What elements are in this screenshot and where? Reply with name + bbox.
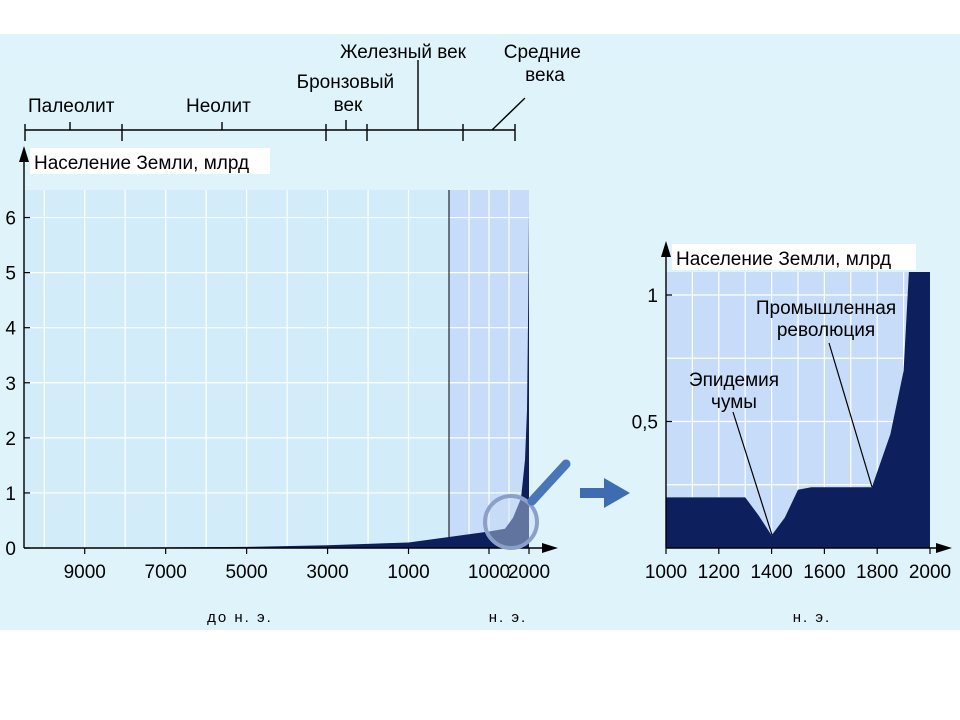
- x-tick-label: 2000: [909, 562, 951, 583]
- era-label-bronze: Бронзовый век: [297, 72, 400, 116]
- y-tick-label: 0: [5, 539, 16, 560]
- zoom-chart-y-arrow: [661, 241, 671, 257]
- main-chart-section-ce: н. э.: [489, 609, 527, 626]
- era-label-iron: Железный век: [340, 42, 467, 63]
- x-tick-label: 1000: [468, 562, 510, 583]
- zoom-chart-x-arrow: [936, 543, 952, 553]
- x-tick-label: 2000: [508, 562, 550, 583]
- x-tick-label: 5000: [225, 562, 267, 583]
- y-tick-label: 6: [5, 209, 16, 230]
- y-tick-label: 3: [5, 374, 16, 395]
- y-tick-label: 5: [5, 264, 16, 285]
- zoom-chart-section-ce: н. э.: [793, 609, 831, 626]
- era-label-bronze-line2: век: [334, 95, 363, 116]
- zoom-chart-ylabel-background: [672, 244, 916, 270]
- era-label-neolithic: Неолит: [186, 96, 251, 117]
- zoom-chart-x-ticks: 1000 1200 1400 1600 1800 2000: [645, 548, 951, 583]
- y-tick-label: 2: [5, 429, 16, 450]
- x-tick-label: 3000: [306, 562, 348, 583]
- era-timeline: [24, 60, 526, 141]
- y-tick-label: 4: [5, 319, 16, 340]
- main-chart-grid: [24, 190, 529, 548]
- annotation-leader-line: [828, 342, 873, 488]
- y-tick-label: 1: [647, 286, 658, 307]
- y-tick-label: 1: [5, 484, 16, 505]
- main-chart-y-arrow: [19, 146, 29, 162]
- x-tick-label: 1000: [387, 562, 429, 583]
- era-label-middle-ages: Средние века: [504, 42, 586, 86]
- era-label-middle-ages-line1: Средние: [504, 42, 581, 63]
- zoom-chart-ylabel: Население Земли, млрд: [676, 249, 891, 270]
- era-label-bronze-line1: Бронзовый: [297, 72, 395, 93]
- y-tick-label: 0,5: [632, 413, 658, 434]
- x-tick-label: 1000: [645, 562, 687, 583]
- x-tick-label: 1200: [698, 562, 740, 583]
- annotation-label: Промышленная революция: [756, 298, 896, 341]
- zoom-arrow-icon: [580, 478, 630, 508]
- zoom-chart-annotations: Эпидемия чумы Промышленная революция: [689, 298, 896, 536]
- magnifier-icon: [483, 459, 571, 550]
- main-chart-x-arrow: [542, 543, 558, 553]
- plot-area-bce: [24, 190, 449, 548]
- main-chart-ylabel: Население Земли, млрд: [34, 153, 249, 174]
- main-chart-section-bce: до н. э.: [207, 609, 273, 626]
- x-tick-label: 7000: [145, 562, 187, 583]
- zoom-chart-y-ticks: 10,5: [632, 286, 672, 434]
- x-tick-label: 9000: [64, 562, 106, 583]
- era-label-middle-ages-line2: века: [525, 65, 565, 86]
- main-chart-ylabel-background: [30, 148, 270, 174]
- x-tick-label: 1800: [856, 562, 898, 583]
- annotation-leader-line: [732, 411, 773, 536]
- zoom-chart: 10,5 1000 1200 1400 1600 1800 2000 Население …: [632, 241, 952, 626]
- annotation-label: Эпидемия чумы: [689, 370, 779, 413]
- x-tick-label: 1600: [803, 562, 845, 583]
- zoom-chart-population-area: [666, 272, 930, 548]
- x-tick-label: 1400: [750, 562, 792, 583]
- era-label-paleolithic: Палеолит: [28, 96, 115, 117]
- main-chart-y-ticks: 0 1 2 3 4 5 6: [5, 209, 30, 560]
